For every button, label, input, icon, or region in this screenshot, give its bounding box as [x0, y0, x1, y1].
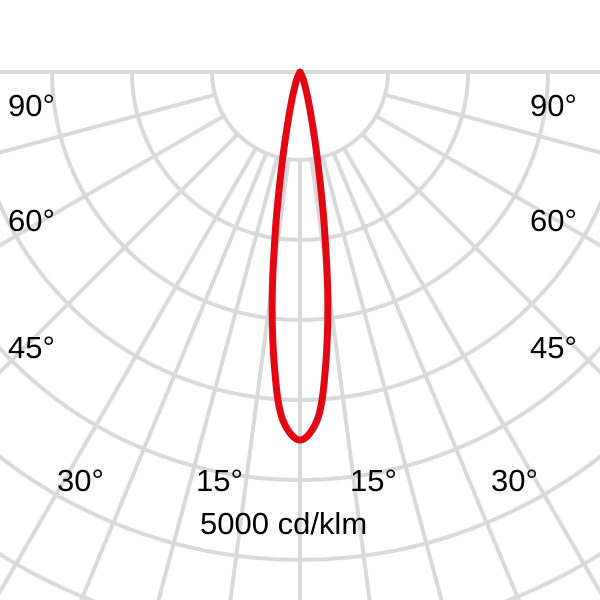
angle-tick-label: 60°: [530, 203, 577, 238]
polar-grid: [0, 70, 600, 600]
angle-tick-label: 45°: [8, 330, 55, 365]
scale-unit-label: 5000 cd/klm: [200, 506, 368, 541]
angle-tick-label: 15°: [196, 463, 243, 498]
angle-tick-label: 90°: [8, 88, 55, 123]
grid-spoke: [156, 155, 280, 600]
grid-spoke: [320, 155, 444, 600]
intensity-curve-layer: [268, 68, 332, 444]
grid-spoke: [374, 114, 600, 248]
grid-arc: [0, 454, 600, 562]
grid-spoke: [331, 151, 521, 600]
grid-spoke: [0, 114, 226, 248]
angle-tick-label: 15°: [350, 463, 397, 498]
angle-tick-label: 60°: [8, 203, 55, 238]
grid-spoke: [0, 146, 258, 596]
angle-tick-label: 45°: [530, 330, 577, 365]
angle-tick-label: 30°: [491, 463, 538, 498]
grid-spoke: [0, 132, 240, 375]
angle-tick-label: 90°: [530, 88, 577, 123]
intensity-curve-c0-c180: [268, 68, 332, 444]
grid-spoke: [0, 92, 217, 155]
grid-spoke: [383, 92, 600, 155]
grid-arc: [210, 70, 390, 162]
grid-spoke: [360, 132, 600, 375]
grid-spoke: [79, 151, 269, 600]
angle-tick-label: 30°: [57, 463, 104, 498]
grid-spoke: [342, 146, 600, 596]
